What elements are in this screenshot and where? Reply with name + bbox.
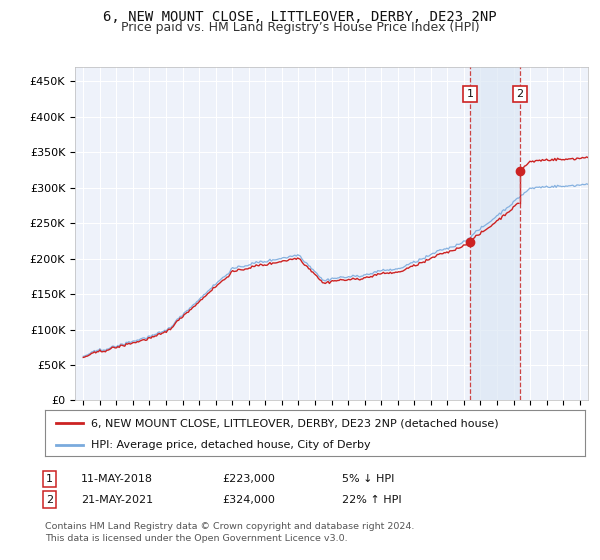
Text: 22% ↑ HPI: 22% ↑ HPI: [342, 494, 401, 505]
Text: Price paid vs. HM Land Registry’s House Price Index (HPI): Price paid vs. HM Land Registry’s House …: [121, 21, 479, 34]
Text: 5% ↓ HPI: 5% ↓ HPI: [342, 474, 394, 484]
Text: HPI: Average price, detached house, City of Derby: HPI: Average price, detached house, City…: [91, 440, 371, 450]
Bar: [470, 67, 520, 400]
Text: 6, NEW MOUNT CLOSE, LITTLEOVER, DERBY, DE23 2NP (detached house): 6, NEW MOUNT CLOSE, LITTLEOVER, DERBY, D…: [91, 418, 499, 428]
Text: 1: 1: [467, 89, 473, 99]
Text: 11-MAY-2018: 11-MAY-2018: [81, 474, 153, 484]
Text: Contains HM Land Registry data © Crown copyright and database right 2024.
This d: Contains HM Land Registry data © Crown c…: [45, 522, 415, 543]
Text: 21-MAY-2021: 21-MAY-2021: [81, 494, 153, 505]
Text: 2: 2: [46, 494, 53, 505]
Text: £324,000: £324,000: [222, 494, 275, 505]
Text: 1: 1: [46, 474, 53, 484]
Text: 2: 2: [517, 89, 524, 99]
Text: £223,000: £223,000: [222, 474, 275, 484]
Text: 6, NEW MOUNT CLOSE, LITTLEOVER, DERBY, DE23 2NP: 6, NEW MOUNT CLOSE, LITTLEOVER, DERBY, D…: [103, 10, 497, 24]
